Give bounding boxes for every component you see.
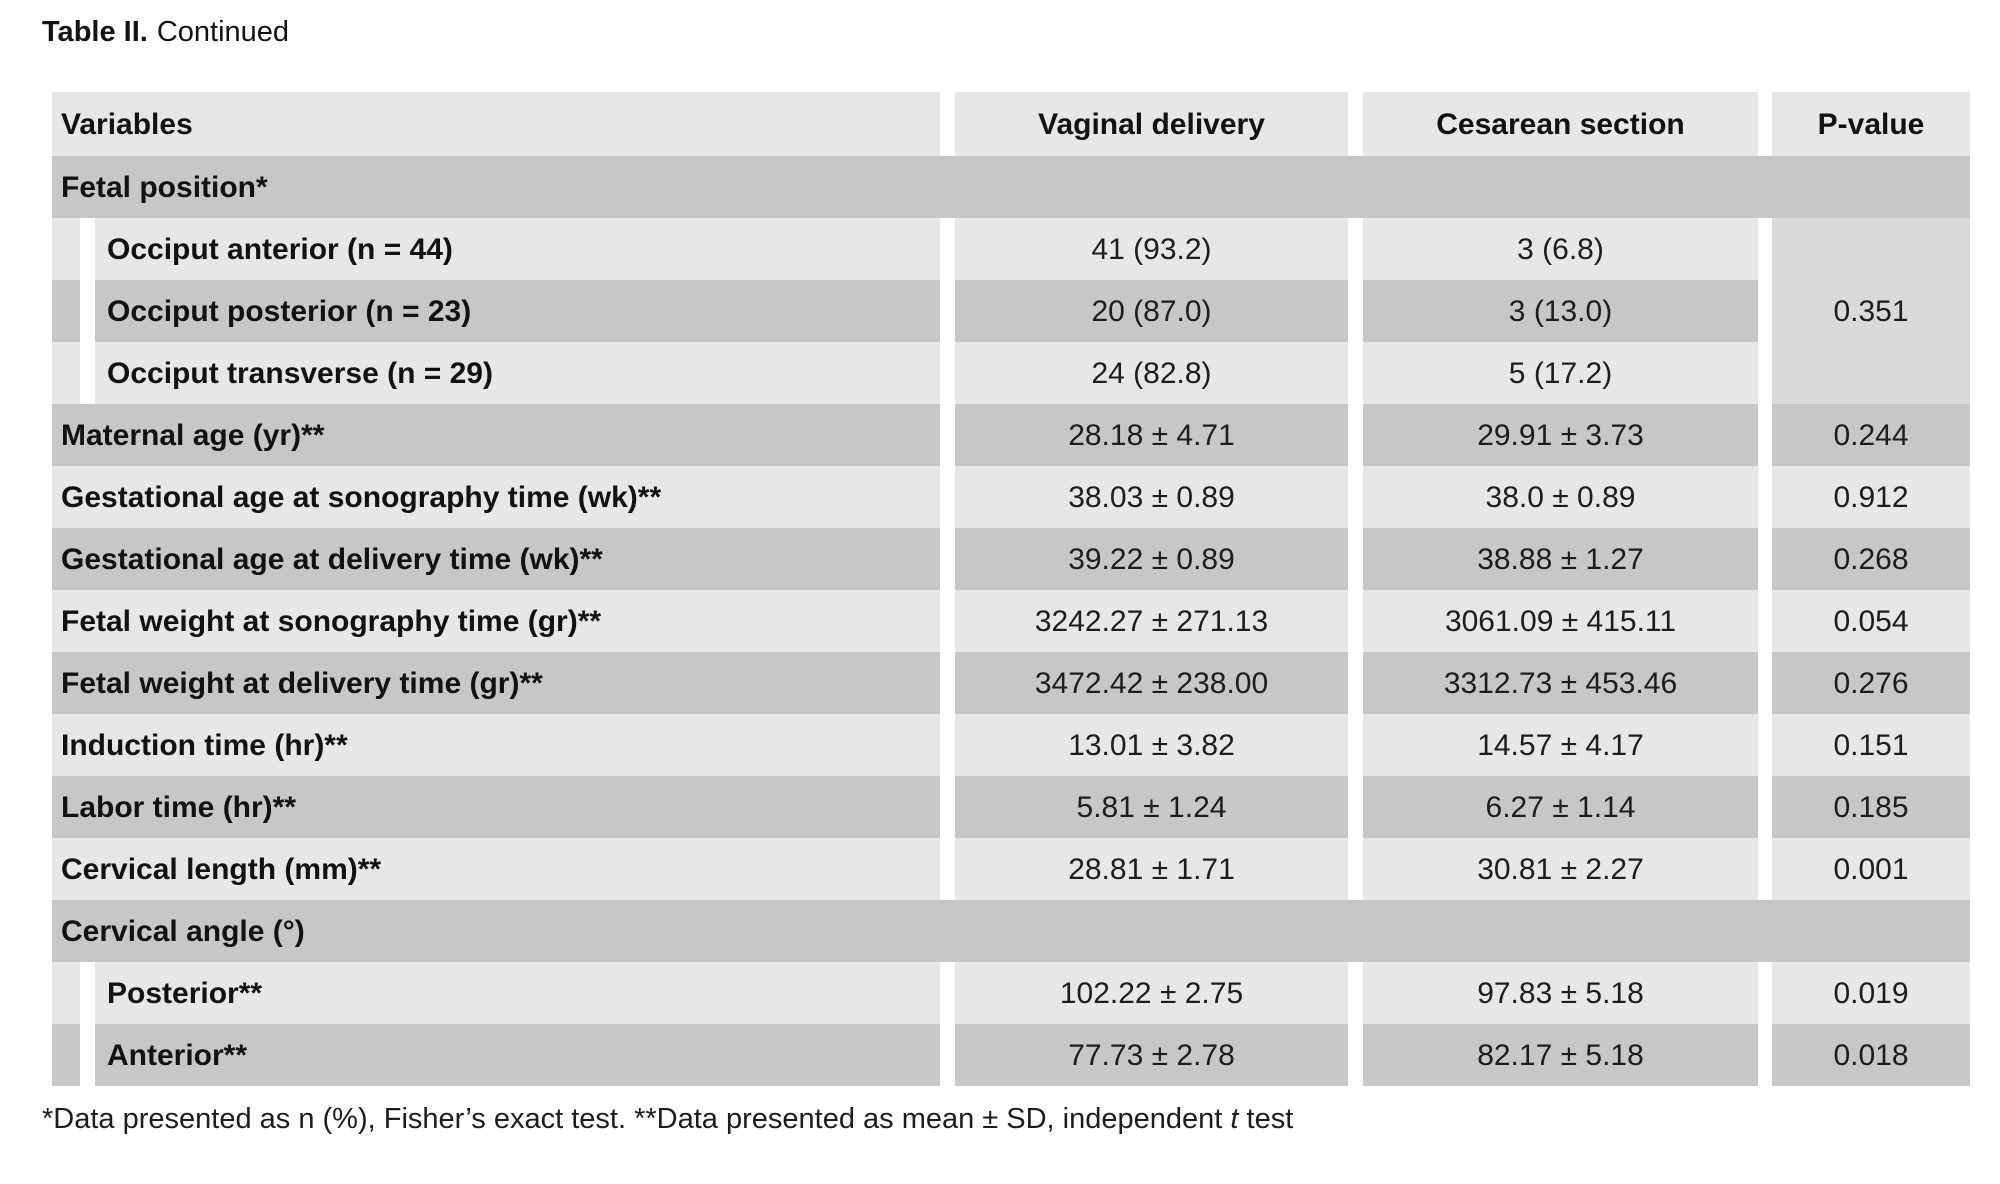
- row-label-fetal-weight-delivery: Fetal weight at delivery time (gr)**: [52, 652, 940, 714]
- cell-value: 3061.09 ± 415.11: [1363, 590, 1758, 652]
- footnote-italic-t: t: [1230, 1103, 1239, 1135]
- column-header-variables: Variables: [52, 92, 940, 156]
- cell-value: 30.81 ± 2.27: [1363, 838, 1758, 900]
- row-label-occiput-posterior: Occiput posterior (n = 23): [95, 280, 940, 342]
- cell-value: 38.88 ± 1.27: [1363, 528, 1758, 590]
- cell-value: 3312.73 ± 453.46: [1363, 652, 1758, 714]
- row-label-labor-time: Labor time (hr)**: [52, 776, 940, 838]
- row-label-gestational-age-sonography: Gestational age at sonography time (wk)*…: [52, 466, 940, 528]
- row-label-gestational-age-delivery: Gestational age at delivery time (wk)**: [52, 528, 940, 590]
- section-row-fetal-position: Fetal position*: [52, 156, 1970, 218]
- row-label-induction-time: Induction time (hr)**: [52, 714, 940, 776]
- cell-p-value: 0.268: [1772, 528, 1970, 590]
- column-header-p-value: P-value: [1772, 92, 1970, 156]
- row-label-occiput-transverse: Occiput transverse (n = 29): [95, 342, 940, 404]
- cell-value: 38.0 ± 0.89: [1363, 466, 1758, 528]
- column-header-vaginal-delivery: Vaginal delivery: [955, 92, 1348, 156]
- cell-value: 3242.27 ± 271.13: [955, 590, 1348, 652]
- indent-strip: [52, 280, 80, 342]
- cell-value: 29.91 ± 3.73: [1363, 404, 1758, 466]
- table-footnote: *Data presented as n (%), Fisher’s exact…: [42, 1103, 1293, 1136]
- row-label-anterior: Anterior**: [95, 1024, 940, 1086]
- merged-p-value-cell: 0.351: [1772, 218, 1970, 404]
- row-label-fetal-weight-sonography: Fetal weight at sonography time (gr)**: [52, 590, 940, 652]
- cell-p-value: 0.276: [1772, 652, 1970, 714]
- cell-value: 6.27 ± 1.14: [1363, 776, 1758, 838]
- cell-value: 97.83 ± 5.18: [1363, 962, 1758, 1024]
- cell-p-value: 0.001: [1772, 838, 1970, 900]
- cell-value: 5 (17.2): [1363, 342, 1758, 404]
- table-title-continued: Continued: [156, 16, 290, 48]
- cell-value: 3 (13.0): [1363, 280, 1758, 342]
- cell-value: 28.18 ± 4.71: [955, 404, 1348, 466]
- cell-value: 41 (93.2): [955, 218, 1348, 280]
- section-row-cervical-angle: Cervical angle (°): [52, 900, 1970, 962]
- row-label-maternal-age: Maternal age (yr)**: [52, 404, 940, 466]
- cell-value: 102.22 ± 2.75: [955, 962, 1348, 1024]
- data-table: Variables Vaginal delivery Cesarean sect…: [52, 92, 1970, 1086]
- row-label-posterior: Posterior**: [95, 962, 940, 1024]
- table-title-number: Table II.: [42, 16, 148, 48]
- footnote-text-part2: test: [1238, 1103, 1294, 1135]
- cell-value: 3 (6.8): [1363, 218, 1758, 280]
- cell-value: 28.81 ± 1.71: [955, 838, 1348, 900]
- cell-value: 20 (87.0): [955, 280, 1348, 342]
- table-title: Table II. Continued: [42, 16, 289, 49]
- cell-p-value: 0.244: [1772, 404, 1970, 466]
- indent-strip: [52, 342, 80, 404]
- cell-value: 14.57 ± 4.17: [1363, 714, 1758, 776]
- cell-value: 82.17 ± 5.18: [1363, 1024, 1758, 1086]
- cell-value: 5.81 ± 1.24: [955, 776, 1348, 838]
- cell-p-value: 0.018: [1772, 1024, 1970, 1086]
- column-header-cesarean-section: Cesarean section: [1363, 92, 1758, 156]
- cell-p-value: 0.912: [1772, 466, 1970, 528]
- cell-value: 38.03 ± 0.89: [955, 466, 1348, 528]
- cell-p-value: 0.185: [1772, 776, 1970, 838]
- cell-value: 77.73 ± 2.78: [955, 1024, 1348, 1086]
- cell-p-value: 0.054: [1772, 590, 1970, 652]
- row-label-occiput-anterior: Occiput anterior (n = 44): [95, 218, 940, 280]
- cell-value: 39.22 ± 0.89: [955, 528, 1348, 590]
- footnote-text-part1: *Data presented as n (%), Fisher’s exact…: [42, 1103, 1231, 1135]
- row-label-cervical-length: Cervical length (mm)**: [52, 838, 940, 900]
- cell-p-value: 0.151: [1772, 714, 1970, 776]
- indent-strip: [52, 962, 80, 1024]
- indent-strip: [52, 1024, 80, 1086]
- cell-p-value: 0.019: [1772, 962, 1970, 1024]
- cell-value: 24 (82.8): [955, 342, 1348, 404]
- indent-strip: [52, 218, 80, 280]
- cell-value: 3472.42 ± 238.00: [955, 652, 1348, 714]
- cell-value: 13.01 ± 3.82: [955, 714, 1348, 776]
